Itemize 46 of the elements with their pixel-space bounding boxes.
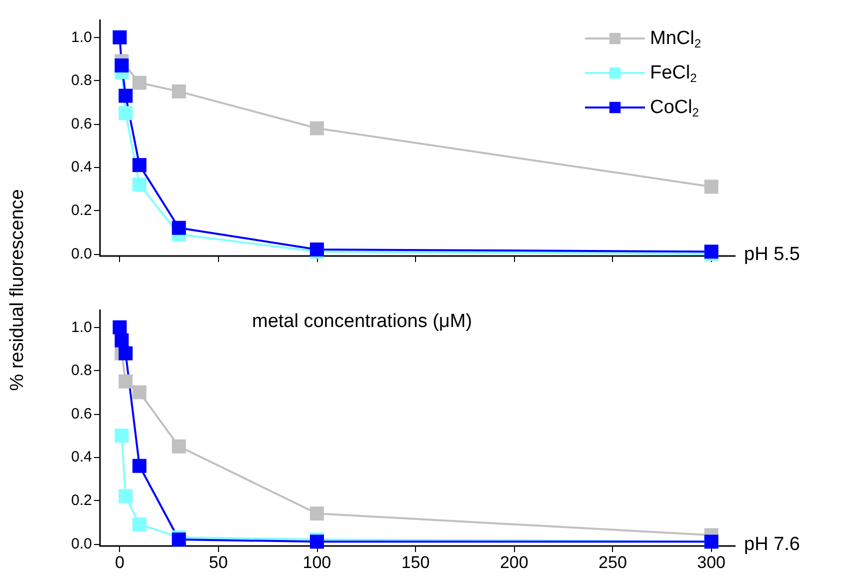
point xyxy=(704,180,718,194)
point xyxy=(172,532,186,547)
y-tick-label: 0.0 xyxy=(71,245,92,262)
point xyxy=(172,220,186,235)
y-tick-label: 0.6 xyxy=(71,405,92,422)
x-tick-label: 300 xyxy=(697,553,726,572)
point xyxy=(112,30,127,44)
y-tick-label: 1.0 xyxy=(71,318,92,336)
x-tick-label: 250 xyxy=(598,553,627,572)
x-tick-label: 50 xyxy=(208,553,228,572)
point xyxy=(310,121,324,136)
x-tick-label: 0 xyxy=(114,553,124,572)
point xyxy=(132,76,146,90)
y-tick-label: 0.6 xyxy=(71,115,92,132)
y-tick-label: 0.8 xyxy=(71,72,92,90)
point xyxy=(118,106,133,120)
x-axis-title: metal concentrations (μM) xyxy=(252,311,472,332)
point xyxy=(114,333,129,348)
point xyxy=(118,88,133,103)
point xyxy=(132,158,146,172)
point xyxy=(132,178,146,192)
y-tick-label: 0.2 xyxy=(71,492,92,510)
y-axis-title: % residual fluorescence xyxy=(7,189,29,391)
y-tick-label: 0.0 xyxy=(71,535,92,552)
point xyxy=(310,506,324,521)
y-tick-label: 1.0 xyxy=(71,28,92,46)
x-tick-label: 200 xyxy=(500,553,528,572)
point xyxy=(114,428,129,443)
point xyxy=(114,58,129,72)
y-tick-label: 0.8 xyxy=(71,362,92,380)
point xyxy=(112,320,127,334)
point xyxy=(118,489,133,504)
x-tick-label: 100 xyxy=(302,553,332,572)
point xyxy=(172,439,186,454)
text: pH 5.5 xyxy=(744,244,800,265)
x-tick-label: 150 xyxy=(401,553,430,572)
point xyxy=(172,84,186,98)
point xyxy=(132,458,146,473)
y-tick-label: 0.2 xyxy=(71,202,92,220)
y-tick-label: 0.4 xyxy=(71,158,92,176)
point xyxy=(132,517,146,532)
point xyxy=(118,374,133,388)
point xyxy=(118,346,133,360)
point xyxy=(132,385,146,400)
text: pH 7.6 xyxy=(744,534,800,555)
y-tick-label: 0.4 xyxy=(71,448,92,466)
